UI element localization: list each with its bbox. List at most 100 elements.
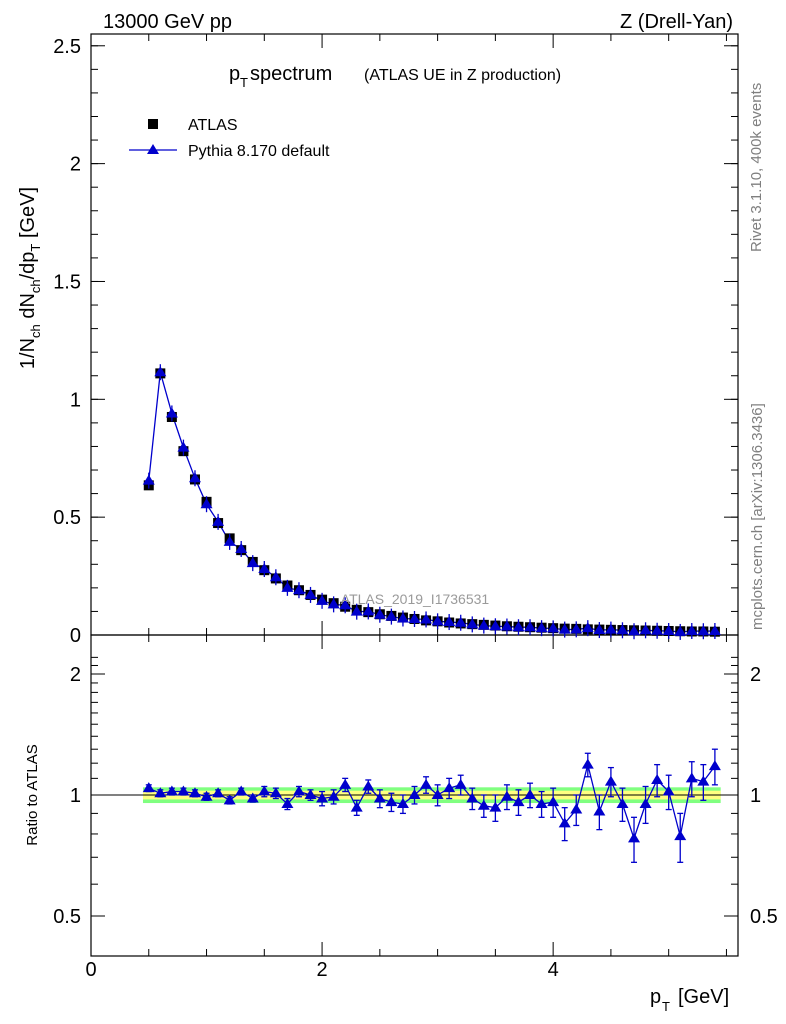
- plot-title-main: spectrum: [250, 63, 332, 85]
- ratio-point: [269, 787, 282, 798]
- mc-point: [362, 605, 375, 616]
- ratio-point: [581, 758, 594, 769]
- ratio-point: [200, 790, 213, 801]
- legend-mc-marker: [147, 144, 159, 154]
- mc-point: [177, 441, 190, 452]
- ratio-point: [477, 799, 490, 810]
- mc-point: [327, 598, 340, 609]
- ratio-point: [350, 801, 363, 812]
- mc-point: [142, 474, 155, 485]
- ratio-point: [223, 794, 236, 805]
- ratio-point: [535, 797, 548, 808]
- ratio-point: [697, 775, 710, 786]
- header-right: Z (Drell-Yan): [620, 11, 733, 33]
- main-y-tick-label: 1: [70, 389, 81, 411]
- ratio-y-tick-label-right: 2: [750, 664, 761, 686]
- mc-point: [466, 618, 479, 629]
- mc-point: [570, 623, 583, 634]
- ratio-point: [142, 782, 155, 793]
- mc-point: [408, 612, 421, 623]
- ratio-point: [281, 797, 294, 808]
- mc-point: [581, 622, 594, 633]
- ratio-point: [373, 792, 386, 803]
- mcplots-label: mcplots.cern.ch [arXiv:1306.3436]: [749, 403, 766, 630]
- mc-point: [489, 620, 502, 631]
- mc-point: [165, 407, 178, 418]
- ratio-y-tick-label-right: 1: [750, 785, 761, 807]
- ratio-point: [154, 787, 167, 798]
- ratio-point: [339, 778, 352, 789]
- ratio-point: [431, 789, 444, 799]
- ratio-point: [547, 796, 560, 807]
- mc-point: [269, 571, 282, 582]
- svg-text:T: T: [662, 999, 670, 1014]
- legend-mc-label: Pythia 8.170 default: [188, 143, 330, 160]
- mc-point: [547, 622, 560, 633]
- ratio-point: [443, 782, 456, 793]
- ratio-point: [685, 772, 698, 783]
- x-tick-label: 2: [317, 959, 328, 981]
- ratio-point: [362, 780, 375, 791]
- ratio-point: [651, 773, 664, 784]
- ratio-point: [466, 792, 479, 803]
- ratio-point: [408, 789, 421, 799]
- mc-point: [154, 366, 167, 377]
- ratio-point: [616, 797, 629, 808]
- plot-title-p: p: [229, 63, 240, 85]
- mc-point: [246, 557, 259, 568]
- mc-point: [477, 619, 490, 630]
- svg-text:1/Nch dNch/dpT [GeV]: 1/Nch dNch/dpT [GeV]: [17, 187, 43, 369]
- ratio-point: [420, 778, 433, 789]
- ratio-point: [212, 787, 225, 798]
- mc-point: [304, 588, 317, 599]
- ratio-point: [258, 785, 271, 796]
- ratio-y-tick-label: 1: [70, 785, 81, 807]
- svg-text:[GeV]: [GeV]: [678, 986, 729, 1008]
- ratio-point: [396, 797, 409, 808]
- plot-title-paren: (ATLAS UE in Z production): [364, 67, 561, 84]
- ratio-y-tick-label: 2: [70, 664, 81, 686]
- ratio-point: [500, 790, 513, 801]
- ratio-point: [235, 785, 248, 796]
- ratio-point: [708, 760, 721, 771]
- header-left: 13000 GeV pp: [103, 11, 232, 33]
- ratio-point: [593, 805, 606, 816]
- mc-point: [639, 624, 652, 635]
- mc-point: [235, 542, 248, 553]
- ratio-point: [165, 785, 178, 796]
- mc-point: [188, 472, 201, 483]
- ratio-point: [246, 792, 259, 803]
- mc-point: [616, 624, 629, 635]
- mc-point: [431, 615, 444, 626]
- main-y-axis-label: 1/Nch dNch/dpT [GeV]: [17, 187, 43, 369]
- mc-point: [662, 624, 675, 635]
- main-y-tick-label: 0: [70, 625, 81, 647]
- ratio-point: [628, 832, 641, 843]
- ratio-point: [558, 817, 571, 828]
- mc-point: [500, 620, 513, 631]
- ratio-y-tick-label: 0.5: [53, 906, 81, 928]
- mc-point: [454, 616, 467, 627]
- mc-point: [316, 594, 329, 605]
- mc-point: [604, 623, 617, 634]
- mc-point: [281, 581, 294, 592]
- main-y-tick-label: 2.5: [53, 36, 81, 58]
- mc-point: [535, 622, 548, 633]
- mc-point: [258, 563, 271, 574]
- mc-point: [350, 605, 363, 616]
- ratio-y-axis-label: Ratio to ATLAS: [24, 744, 41, 845]
- ratio-point: [327, 790, 340, 801]
- mc-point: [223, 535, 236, 546]
- ratio-point: [604, 775, 617, 786]
- main-y-tick-label: 1.5: [53, 271, 81, 293]
- ratio-point: [177, 785, 190, 796]
- analysis-watermark: ATLAS_2019_I1736531: [341, 591, 490, 607]
- mc-point: [651, 624, 664, 635]
- ratio-y-tick-label-right: 0.5: [750, 906, 778, 928]
- mc-point: [292, 584, 305, 595]
- mc-point: [212, 515, 225, 526]
- mc-point: [512, 621, 525, 632]
- ratio-point: [292, 785, 305, 796]
- mc-point: [373, 608, 386, 619]
